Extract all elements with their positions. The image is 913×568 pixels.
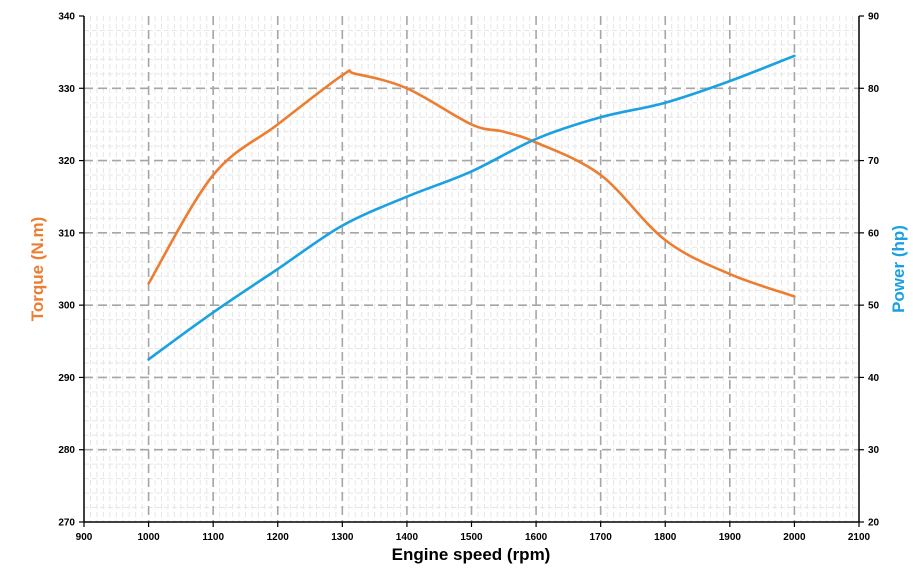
y-right-tick-label: 60: [868, 228, 880, 239]
y-right-tick-label: 80: [868, 84, 880, 95]
grid: [84, 16, 859, 522]
y-right-tick-label: 90: [868, 12, 880, 23]
x-tick-label: 1300: [331, 532, 354, 543]
y-left-tick-label: 280: [58, 445, 75, 456]
y-right-tick-label: 50: [868, 301, 880, 312]
x-tick-label: 1200: [267, 532, 290, 543]
x-tick-label: 2100: [848, 532, 871, 543]
power-line: [147, 54, 796, 361]
y-right-tick-label: 70: [868, 156, 880, 167]
y-left-tick-label: 300: [58, 301, 75, 312]
y-left-tick-label: 320: [58, 156, 75, 167]
x-tick-label: 1900: [719, 532, 742, 543]
torque-line: [147, 69, 796, 298]
x-tick-label: 2000: [783, 532, 806, 543]
axes: [79, 15, 864, 527]
x-tick-label: 1000: [137, 532, 160, 543]
x-tick-label: 1500: [460, 532, 483, 543]
y-right-tick-label: 40: [868, 373, 880, 384]
x-axis-label: Engine speed (rpm): [392, 545, 551, 564]
series-layer: [147, 54, 796, 361]
x-tick-label: 1700: [590, 532, 613, 543]
x-tick-label: 1400: [396, 532, 419, 543]
y-axis-right-label: Power (hp): [889, 225, 908, 313]
x-tick-label: 900: [76, 532, 93, 543]
y-left-tick-label: 290: [58, 373, 75, 384]
tick-labels: 900 1000 1100 1200 1300 1400 1500 1600 1700 1800 1…: [58, 12, 879, 544]
y-left-tick-label: 310: [58, 228, 75, 239]
y-axis-left-label: Torque (N.m): [28, 217, 47, 322]
y-right-tick-label: 30: [868, 445, 880, 456]
x-tick-label: 1600: [525, 532, 548, 543]
x-tick-label: 1800: [654, 532, 677, 543]
y-left-tick-label: 330: [58, 84, 75, 95]
x-tick-label: 1100: [202, 532, 224, 543]
y-left-tick-label: 270: [58, 518, 75, 529]
y-left-tick-label: 340: [58, 12, 75, 23]
y-right-tick-label: 20: [868, 518, 880, 529]
